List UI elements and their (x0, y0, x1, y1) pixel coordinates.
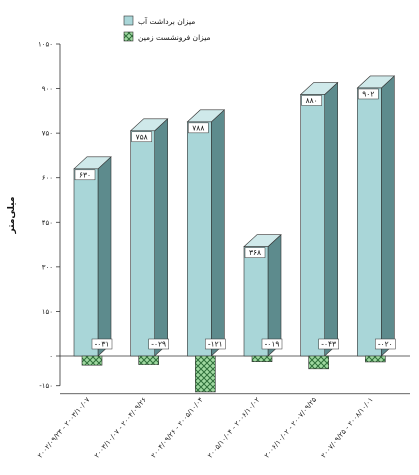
bar-side-withdrawal (211, 109, 225, 357)
legend-swatch-withdrawal (123, 15, 134, 26)
axes (59, 44, 410, 395)
data-label-subsidence: -۱۲۱ (208, 340, 223, 349)
legend-label-withdrawal: میزان برداشت آب (138, 16, 195, 26)
data-label-subsidence: -۰۲۰ (378, 340, 393, 349)
bar-group: ۳۶۸ -۰۱۹ (243, 233, 283, 362)
data-label-box-withdrawal (74, 169, 96, 181)
bar-withdrawal (300, 94, 325, 357)
x-tick-labels: ۲۰۰۲/۰۹/۲۳ - ۲۰۰۳/۱۰/۰۷ ۲۰۰۳/۱۰/۰۷ - ۲۰۰۴… (36, 396, 375, 460)
bar-subsidence (81, 355, 103, 366)
data-label-box-withdrawal (244, 247, 266, 258)
y-tick-label: ۶۰۰ (42, 174, 53, 182)
y-axis-label: میلی‌متر (7, 197, 17, 235)
bar-withdrawal (357, 87, 382, 357)
bar-side-withdrawal (381, 75, 395, 357)
bar-subsidence (138, 355, 159, 365)
bar-side-withdrawal (324, 81, 338, 357)
bar-withdrawal (73, 168, 99, 357)
data-label-withdrawal: ۸۸۰ (306, 96, 318, 105)
data-label-subsidence: -۰۱۹ (265, 340, 280, 349)
x-tick-label: ۲۰۰۴/۰۹/۲۶ - ۲۰۰۵/۱۰/۰۴ (150, 396, 205, 460)
bar-withdrawal (243, 246, 269, 357)
y-tick-label: ۷۵۰ (42, 130, 53, 138)
bar-withdrawal (187, 121, 212, 357)
y-tick-label: ۴۵۰ (42, 219, 53, 227)
data-label-box-subsidence (261, 338, 283, 350)
bar-group: ۹۰۲ -۰۲۰ (356, 75, 396, 363)
bar-subsidence (308, 355, 329, 370)
legend-label-subsidence: میزان فرونشست زمین (138, 33, 211, 42)
y-tick-label: ۹۰۰ (42, 85, 53, 93)
data-label-box-withdrawal (188, 122, 209, 134)
data-label-box-subsidence (318, 338, 339, 350)
bar-group: ۶۳۰ -۰۳۱ (73, 156, 113, 366)
data-label-withdrawal: ۷۸۸ (192, 123, 204, 132)
x-tick-label: ۲۰۰۵/۱۰/۰۴ - ۲۰۰۶/۱۰/۰۲ (206, 396, 261, 460)
legend-swatch-subsidence (123, 31, 134, 42)
bar-group: ۷۵۸ -۰۲۹ (129, 118, 169, 365)
data-label-box-subsidence (148, 338, 169, 350)
y-ticks: -۱۵۰ ۰ ۱۵۰ ۳۰۰ ۴۵۰ ۶۰۰ ۷۵۰ ۹۰۰ ۱۰۵۰ (38, 41, 60, 390)
y-tick-label: -۱۵۰ (39, 382, 53, 390)
x-tick-label: ۲۰۰۳/۱۰/۰۷ - ۲۰۰۴/۰۹/۲۶ (93, 396, 148, 460)
bar-side-withdrawal (97, 156, 112, 357)
y-tick-label: ۱۵۰ (42, 308, 53, 316)
bar-subsidence (365, 355, 386, 363)
bar-group: ۸۸۰ -۰۴۳ (299, 81, 339, 370)
bar-side-withdrawal (267, 233, 282, 357)
data-label-withdrawal: ۷۵۸ (136, 132, 148, 141)
data-label-box-withdrawal (301, 95, 322, 106)
data-label-subsidence: -۰۲۹ (151, 340, 166, 349)
data-label-subsidence: -۰۳۱ (95, 340, 110, 349)
data-label-withdrawal: ۳۶۸ (249, 248, 261, 257)
y-tick-label: ۳۰۰ (42, 263, 53, 271)
x-tick-label: ۲۰۰۲/۰۹/۲۳ - ۲۰۰۳/۱۰/۰۷ (36, 396, 91, 460)
y-tick-label: ۱۰۵۰ (38, 41, 53, 49)
x-tick-label: ۲۰۰۶/۱۰/۰۲ - ۲۰۰۷/۰۹/۲۵ (263, 396, 318, 460)
bar-subsidence (195, 355, 216, 393)
data-label-subsidence: -۰۴۳ (321, 340, 336, 349)
data-label-box-withdrawal (131, 131, 152, 143)
data-label-box-subsidence (205, 338, 226, 350)
data-label-box-subsidence (91, 338, 113, 350)
bar-group: ۷۸۸ -۱۲۱ (186, 109, 226, 393)
bar-side-withdrawal (154, 118, 168, 357)
x-tick-label: ۲۰۰۷/۰۹/۲۵ - ۲۰۰۸/۱۰/۰۱ (320, 396, 375, 460)
bar-withdrawal (130, 130, 155, 357)
data-label-box-subsidence (375, 338, 396, 350)
y-tick-label: ۰ (49, 353, 53, 361)
data-label-withdrawal: ۶۳۰ (79, 170, 91, 179)
bars: ۶۳۰ -۰۳۱ ۷۵۸ -۰۲۹ ۷۸۸ -۱۲۱ ۳۶۸ -۰۱۹ ۸۸۰ -۰۴۳ ۹۰۲ -۰… (73, 75, 396, 393)
data-label-box-withdrawal (358, 88, 379, 100)
data-label-withdrawal: ۹۰۲ (362, 89, 374, 98)
legend: میزان برداشت آب میزان فرونشست زمین (123, 15, 211, 42)
bar-subsidence (251, 355, 273, 362)
